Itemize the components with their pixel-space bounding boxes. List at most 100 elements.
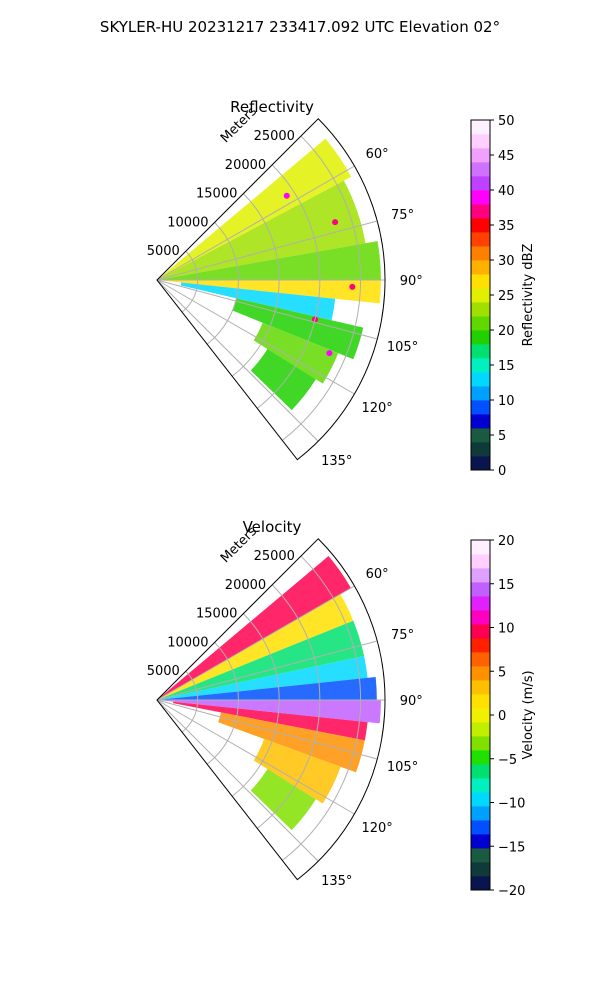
velocity-colorbar-tick-label: −10 — [498, 797, 525, 812]
reflectivity-grid — [156, 135, 385, 442]
velocity-colorbar-step — [471, 666, 490, 681]
velocity-echo-region-7 — [218, 712, 365, 773]
velocity-spoke-3 — [156, 699, 378, 760]
reflectivity-range-ring-0 — [181, 250, 199, 313]
velocity-radial-tick-label: 10000 — [167, 635, 208, 650]
velocity-colorbar-step — [471, 848, 490, 863]
reflectivity-colorbar: 0 5 10 15 20 25 30 35 40 45 50 Reflectivity dBZ — [470, 114, 536, 479]
velocity-colorbar-label: Velocity (m/s) — [521, 670, 536, 759]
velocity-radial-tick-label: 15000 — [196, 607, 237, 622]
reflectivity-colorbar-tick-label: 10 — [498, 394, 515, 409]
velocity-colorbar-step — [471, 806, 490, 821]
reflectivity-angle-tick-label: 105° — [387, 340, 418, 355]
velocity-echo-region-5 — [157, 700, 381, 724]
reflectivity-echo-region-1 — [157, 180, 366, 280]
velocity-range-ring-2 — [231, 613, 280, 797]
reflectivity-range-ring-2 — [231, 193, 280, 377]
reflectivity-colorbar-step — [471, 176, 490, 191]
velocity-colorbar-tick-label: −20 — [498, 884, 525, 899]
velocity-colorbar-step — [471, 624, 490, 639]
reflectivity-echo-region-3 — [157, 280, 381, 304]
velocity-colorbar-step — [471, 820, 490, 835]
velocity-echo-region-0 — [157, 556, 351, 700]
velocity-echo-region-4 — [157, 677, 377, 700]
reflectivity-colorbar-step — [471, 414, 490, 429]
velocity-spoke-0 — [156, 585, 355, 701]
reflectivity-colorbar-tick-label: 35 — [498, 219, 515, 234]
velocity-colorbar-tick-label: 5 — [498, 665, 506, 680]
reflectivity-echo-region-7 — [250, 349, 316, 411]
velocity-radial-tick-label: 25000 — [254, 549, 295, 564]
reflectivity-hot-spot-1 — [332, 219, 339, 226]
reflectivity-colorbar-tick-label: 50 — [498, 114, 515, 129]
reflectivity-colorbar-step — [471, 456, 490, 471]
reflectivity-colorbar-step — [471, 386, 490, 401]
velocity-echo-region-9 — [250, 769, 316, 831]
velocity-colorbar-step — [471, 778, 490, 793]
reflectivity-colorbar-step — [471, 218, 490, 233]
reflectivity-colorbar-step — [471, 344, 490, 359]
reflectivity-colorbar-step — [471, 190, 490, 205]
reflectivity-colorbar-step — [471, 260, 490, 275]
velocity-colorbar-step — [471, 568, 490, 583]
reflectivity-angle-tick-label: 120° — [361, 401, 392, 416]
velocity-range-ring-0 — [181, 670, 199, 733]
reflectivity-radial-tick-label: 15000 — [196, 187, 237, 202]
reflectivity-colorbar-tick-label: 40 — [498, 184, 515, 199]
reflectivity-echo-region-6 — [253, 322, 339, 384]
velocity-angle-tick-label: 135° — [321, 874, 352, 889]
reflectivity-radial-tick-label: 25000 — [254, 129, 295, 144]
reflectivity-spoke-1 — [156, 220, 378, 281]
reflectivity-range-ring-3 — [256, 164, 321, 409]
velocity-echo-region-8 — [253, 738, 341, 804]
velocity-echo-region-1 — [157, 594, 354, 700]
velocity-colorbar-tick-label: 0 — [498, 709, 506, 724]
reflectivity-echoes — [157, 138, 381, 411]
velocity-colorbar-step — [471, 652, 490, 667]
velocity-angle-tick-label: 90° — [400, 694, 423, 709]
velocity-colorbar-step — [471, 554, 490, 569]
velocity-spoke-1 — [156, 640, 378, 701]
velocity-range-ring-3 — [256, 584, 321, 829]
velocity-grid — [156, 555, 385, 862]
velocity-colorbar-step — [471, 638, 490, 653]
velocity-colorbar-tick-label: 20 — [498, 534, 515, 549]
velocity-echo-region-2 — [157, 620, 365, 700]
reflectivity-radial-tick-label: 5000 — [147, 244, 180, 259]
velocity-angle-tick-label: 60° — [366, 567, 389, 582]
reflectivity-echo-region-5 — [232, 298, 364, 360]
reflectivity-colorbar-label: Reflectivity dBZ — [521, 244, 536, 347]
velocity-colorbar-tick-label: 10 — [498, 622, 515, 637]
reflectivity-colorbar-step — [471, 358, 490, 373]
velocity-colorbar-step — [471, 764, 490, 779]
reflectivity-angle-tick-label: 135° — [321, 454, 352, 469]
reflectivity-echo-region-0 — [157, 138, 352, 280]
reflectivity-colorbar-step — [471, 232, 490, 247]
reflectivity-colorbar-step — [471, 372, 490, 387]
reflectivity-range-ring-4 — [282, 135, 362, 441]
velocity-spoke-4 — [156, 699, 355, 815]
velocity-angle-tick-label: 105° — [387, 760, 418, 775]
reflectivity-sector-outline — [156, 118, 386, 461]
reflectivity-spoke-5 — [156, 279, 319, 442]
reflectivity-colorbar-tick-label: 0 — [498, 464, 506, 479]
velocity-angle-tick-label: 75° — [391, 628, 414, 643]
reflectivity-colorbar-tick-label: 5 — [498, 429, 506, 444]
velocity-echo-region-3 — [157, 655, 368, 700]
velocity-colorbar-step — [471, 694, 490, 709]
reflectivity-colorbar-step — [471, 288, 490, 303]
reflectivity-angle-tick-label: 60° — [366, 147, 389, 162]
reflectivity-hot-spot-2 — [349, 283, 356, 290]
velocity-colorbar-step — [471, 540, 490, 555]
velocity-colorbar: −20 −15 −10 −5 0 5 10 15 20 Velocity (m/s) — [470, 534, 536, 899]
reflectivity-angle-tick-label: 90° — [400, 274, 423, 289]
velocity-colorbar-step — [471, 708, 490, 723]
velocity-spoke-5 — [156, 699, 319, 862]
velocity-range-ring-1 — [206, 642, 239, 765]
velocity-angle-tick-label: 120° — [361, 821, 392, 836]
velocity-echoes — [157, 556, 381, 831]
reflectivity-title: Reflectivity — [230, 98, 314, 116]
velocity-colorbar-step — [471, 680, 490, 695]
velocity-title: Velocity — [243, 518, 302, 536]
